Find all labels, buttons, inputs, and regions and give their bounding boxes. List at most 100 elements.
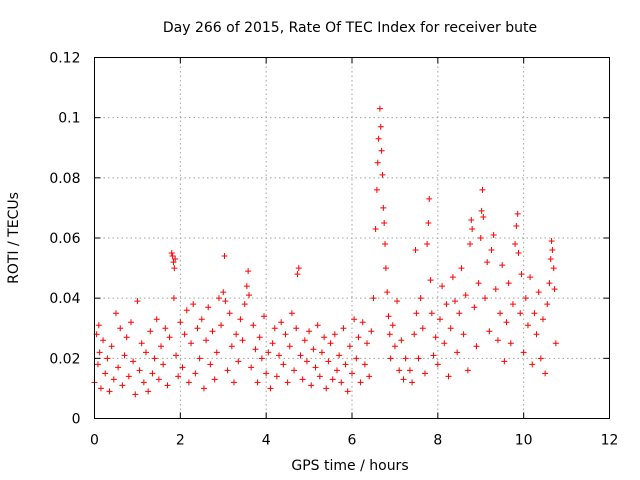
data-point [273,373,280,380]
data-point [409,379,416,386]
data-point [172,256,179,263]
data-point [503,319,510,326]
data-point [183,307,190,314]
data-point [94,361,101,368]
x-tick-label: 12 [601,433,619,449]
data-point [243,283,250,290]
data-point [294,271,301,278]
data-point [254,379,261,386]
data-point [513,222,520,229]
data-point [218,322,225,329]
data-point [411,331,418,338]
x-tick-label: 4 [262,433,271,449]
data-point [271,325,278,332]
data-point [170,259,177,266]
data-point [256,334,263,341]
data-point [308,382,315,389]
data-point [439,283,446,290]
data-point [421,370,428,377]
data-point [368,328,375,335]
data-point [115,364,122,371]
data-point [168,250,175,257]
data-point [286,343,293,350]
x-tick-label: 0 [90,433,99,449]
data-point [515,250,522,257]
data-point [166,334,173,341]
y-tick-label: 0.08 [49,171,80,187]
data-point [205,304,212,311]
data-point [237,316,244,323]
data-point [119,382,126,389]
data-point [147,328,154,335]
data-point [121,352,128,359]
data-point [391,343,398,350]
data-point [415,355,422,362]
data-point [386,331,393,338]
data-point [426,195,433,202]
data-point [551,286,558,293]
y-axis-label: ROTI / TECUs [6,192,22,284]
data-point [282,331,289,338]
data-point [533,331,540,338]
data-point [549,247,556,254]
data-point [478,207,485,214]
data-point [301,337,308,344]
data-point [112,310,119,317]
data-point [547,256,554,263]
data-point [351,316,358,323]
data-point [432,334,439,341]
data-point [480,213,487,220]
data-point [379,171,386,178]
data-point [537,355,544,362]
data-point [280,361,287,368]
data-point [398,337,405,344]
data-point [361,361,368,368]
data-point [196,355,203,362]
data-point [484,259,491,266]
data-point [220,289,227,296]
data-point [136,367,143,374]
grid-lines [94,57,610,419]
data-point [387,355,394,362]
data-point [349,370,355,377]
data-point [209,328,216,335]
data-point [188,340,195,347]
data-point [340,325,347,332]
data-point [104,355,111,362]
x-tick-label: 10 [515,433,533,449]
data-point [430,352,437,359]
data-point [175,373,182,380]
data-point [153,316,160,323]
data-point [181,331,188,338]
data-point [413,310,420,317]
data-point [477,235,484,241]
data-point [318,349,325,356]
data-point [151,355,158,362]
data-point [464,367,471,374]
data-point [458,265,465,272]
data-point [529,361,536,368]
data-point [288,310,295,317]
data-point [417,295,424,302]
data-point [497,310,504,317]
data-point [494,337,501,344]
data-point [377,123,384,130]
data-point [366,373,373,380]
data-point [203,337,210,344]
data-point [552,340,559,347]
data-point [490,231,497,238]
data-point [267,385,274,392]
data-point [548,238,555,245]
data-point [125,373,132,380]
data-point [215,295,222,302]
data-point [527,274,534,281]
data-point [130,358,137,365]
data-point [486,328,493,335]
data-point [522,295,529,302]
y-tick-label: 0.12 [49,51,80,67]
x-tick-label: 2 [176,433,185,449]
data-point [378,147,385,154]
data-point [359,319,366,326]
data-point [482,295,489,302]
data-points [91,105,559,398]
